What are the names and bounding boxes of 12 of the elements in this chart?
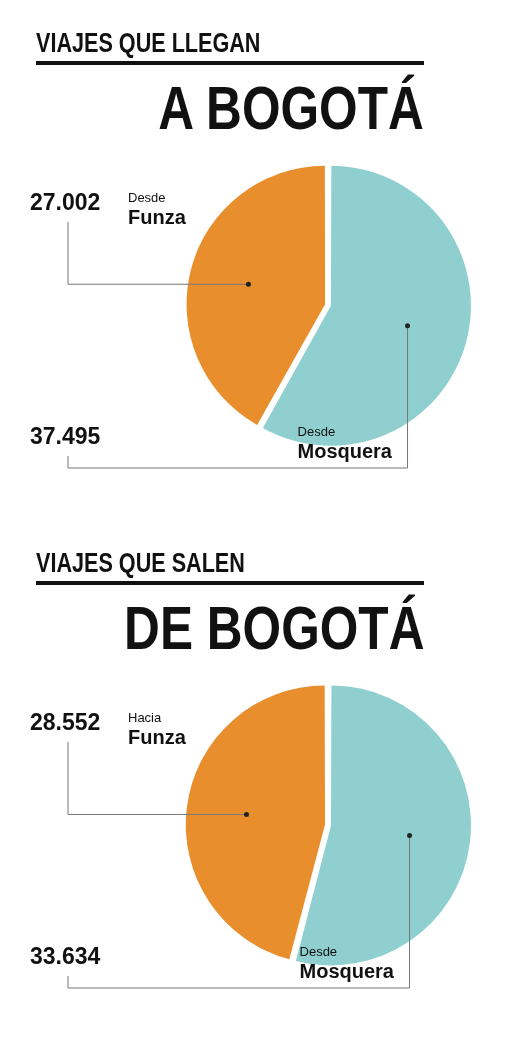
- data-label: 27.002: [30, 189, 101, 215]
- slice-label: Desde Funza: [128, 190, 187, 228]
- chart-subtitle: DE BOGOTÁ: [123, 592, 424, 663]
- data-label: 37.495: [30, 423, 101, 449]
- data-label: 33.634: [30, 943, 101, 969]
- chart-title: VIAJES QUE SALEN: [36, 548, 424, 585]
- chart-title: VIAJES QUE LLEGAN: [36, 28, 424, 65]
- slice-label: Desde Mosquera: [297, 424, 393, 462]
- chart-subtitle: A BOGOTÁ: [158, 72, 424, 143]
- data-label: 28.552: [30, 709, 101, 735]
- slice-label: Desde Mosquera: [299, 944, 395, 982]
- slice-label: Hacia Funza: [128, 710, 187, 748]
